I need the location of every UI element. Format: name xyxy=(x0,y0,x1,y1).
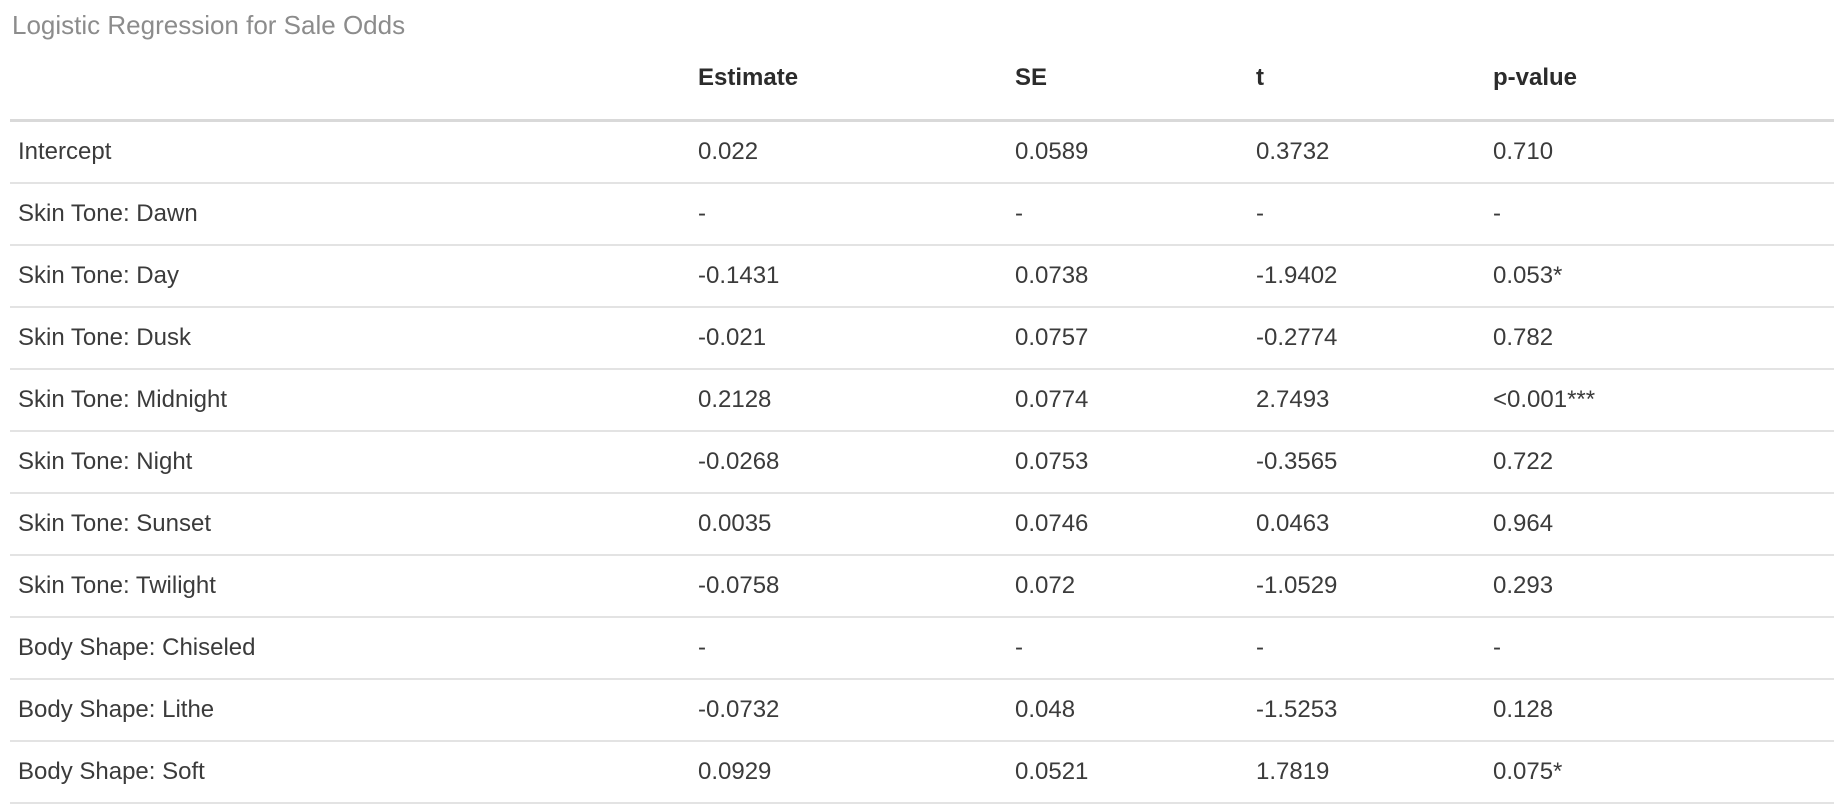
row-label: Skin Tone: Dawn xyxy=(10,183,698,246)
cell-t: -1.0529 xyxy=(1256,555,1493,618)
cell-p-value: <0.001*** xyxy=(1493,369,1834,432)
header-row: Estimate SE t p-value xyxy=(10,40,1834,122)
cell-p-value: 0.710 xyxy=(1493,120,1834,184)
cell-t: 0.3732 xyxy=(1256,120,1493,184)
table-row: Skin Tone: Midnight 0.2128 0.0774 2.7493… xyxy=(10,369,1834,432)
cell-estimate: -0.0732 xyxy=(698,679,1015,742)
regression-table: Estimate SE t p-value Intercept 0.022 0.… xyxy=(10,40,1834,804)
cell-se: 0.0774 xyxy=(1015,369,1256,432)
table-row: Body Shape: Lithe -0.0732 0.048 -1.5253 … xyxy=(10,679,1834,742)
header-t: t xyxy=(1256,40,1493,122)
cell-estimate: - xyxy=(698,617,1015,680)
row-label: Skin Tone: Twilight xyxy=(10,555,698,618)
table-row: Skin Tone: Day -0.1431 0.0738 -1.9402 0.… xyxy=(10,245,1834,308)
row-label: Skin Tone: Dusk xyxy=(10,307,698,370)
row-label: Intercept xyxy=(10,120,698,184)
cell-t: 2.7493 xyxy=(1256,369,1493,432)
cell-p-value: - xyxy=(1493,617,1834,680)
cell-estimate: 0.0929 xyxy=(698,741,1015,804)
cell-se: - xyxy=(1015,183,1256,246)
cell-t: -0.2774 xyxy=(1256,307,1493,370)
cell-p-value: 0.782 xyxy=(1493,307,1834,370)
cell-se: 0.0753 xyxy=(1015,431,1256,494)
cell-t: -1.9402 xyxy=(1256,245,1493,308)
cell-estimate: -0.021 xyxy=(698,307,1015,370)
cell-se: 0.0521 xyxy=(1015,741,1256,804)
cell-se: 0.0757 xyxy=(1015,307,1256,370)
cell-p-value: 0.964 xyxy=(1493,493,1834,556)
cell-estimate: - xyxy=(698,183,1015,246)
cell-se: 0.072 xyxy=(1015,555,1256,618)
cell-se: 0.0746 xyxy=(1015,493,1256,556)
cell-se: - xyxy=(1015,617,1256,680)
cell-estimate: 0.0035 xyxy=(698,493,1015,556)
table-row: Skin Tone: Sunset 0.0035 0.0746 0.0463 0… xyxy=(10,493,1834,556)
cell-t: 1.7819 xyxy=(1256,741,1493,804)
cell-t: - xyxy=(1256,617,1493,680)
cell-se: 0.0738 xyxy=(1015,245,1256,308)
header-estimate: Estimate xyxy=(698,40,1015,122)
cell-p-value: 0.722 xyxy=(1493,431,1834,494)
cell-t: -0.3565 xyxy=(1256,431,1493,494)
table-row: Skin Tone: Twilight -0.0758 0.072 -1.052… xyxy=(10,555,1834,618)
cell-estimate: -0.0268 xyxy=(698,431,1015,494)
table-header: Estimate SE t p-value xyxy=(10,40,1834,122)
cell-t: 0.0463 xyxy=(1256,493,1493,556)
table-row: Body Shape: Chiseled - - - - xyxy=(10,617,1834,680)
cell-se: 0.048 xyxy=(1015,679,1256,742)
cell-t: -1.5253 xyxy=(1256,679,1493,742)
row-label: Skin Tone: Day xyxy=(10,245,698,308)
cell-p-value: 0.075* xyxy=(1493,741,1834,804)
table-body: Intercept 0.022 0.0589 0.3732 0.710 Skin… xyxy=(10,120,1834,804)
cell-t: - xyxy=(1256,183,1493,246)
row-label: Body Shape: Lithe xyxy=(10,679,698,742)
cell-estimate: 0.2128 xyxy=(698,369,1015,432)
table-row: Skin Tone: Dawn - - - - xyxy=(10,183,1834,246)
cell-p-value: 0.053* xyxy=(1493,245,1834,308)
table-row: Skin Tone: Dusk -0.021 0.0757 -0.2774 0.… xyxy=(10,307,1834,370)
row-label: Skin Tone: Night xyxy=(10,431,698,494)
table-row: Intercept 0.022 0.0589 0.3732 0.710 xyxy=(10,120,1834,184)
row-label: Body Shape: Chiseled xyxy=(10,617,698,680)
row-label: Body Shape: Soft xyxy=(10,741,698,804)
row-label: Skin Tone: Midnight xyxy=(10,369,698,432)
header-term xyxy=(10,40,698,122)
table-row: Body Shape: Soft 0.0929 0.0521 1.7819 0.… xyxy=(10,741,1834,804)
header-p-value: p-value xyxy=(1493,40,1834,122)
cell-estimate: -0.1431 xyxy=(698,245,1015,308)
row-label: Skin Tone: Sunset xyxy=(10,493,698,556)
cell-p-value: - xyxy=(1493,183,1834,246)
panel-title: Logistic Regression for Sale Odds xyxy=(12,10,406,40)
cell-se: 0.0589 xyxy=(1015,120,1256,184)
cell-p-value: 0.293 xyxy=(1493,555,1834,618)
header-se: SE xyxy=(1015,40,1256,122)
cell-p-value: 0.128 xyxy=(1493,679,1834,742)
table-row: Skin Tone: Night -0.0268 0.0753 -0.3565 … xyxy=(10,431,1834,494)
cell-estimate: -0.0758 xyxy=(698,555,1015,618)
cell-estimate: 0.022 xyxy=(698,120,1015,184)
